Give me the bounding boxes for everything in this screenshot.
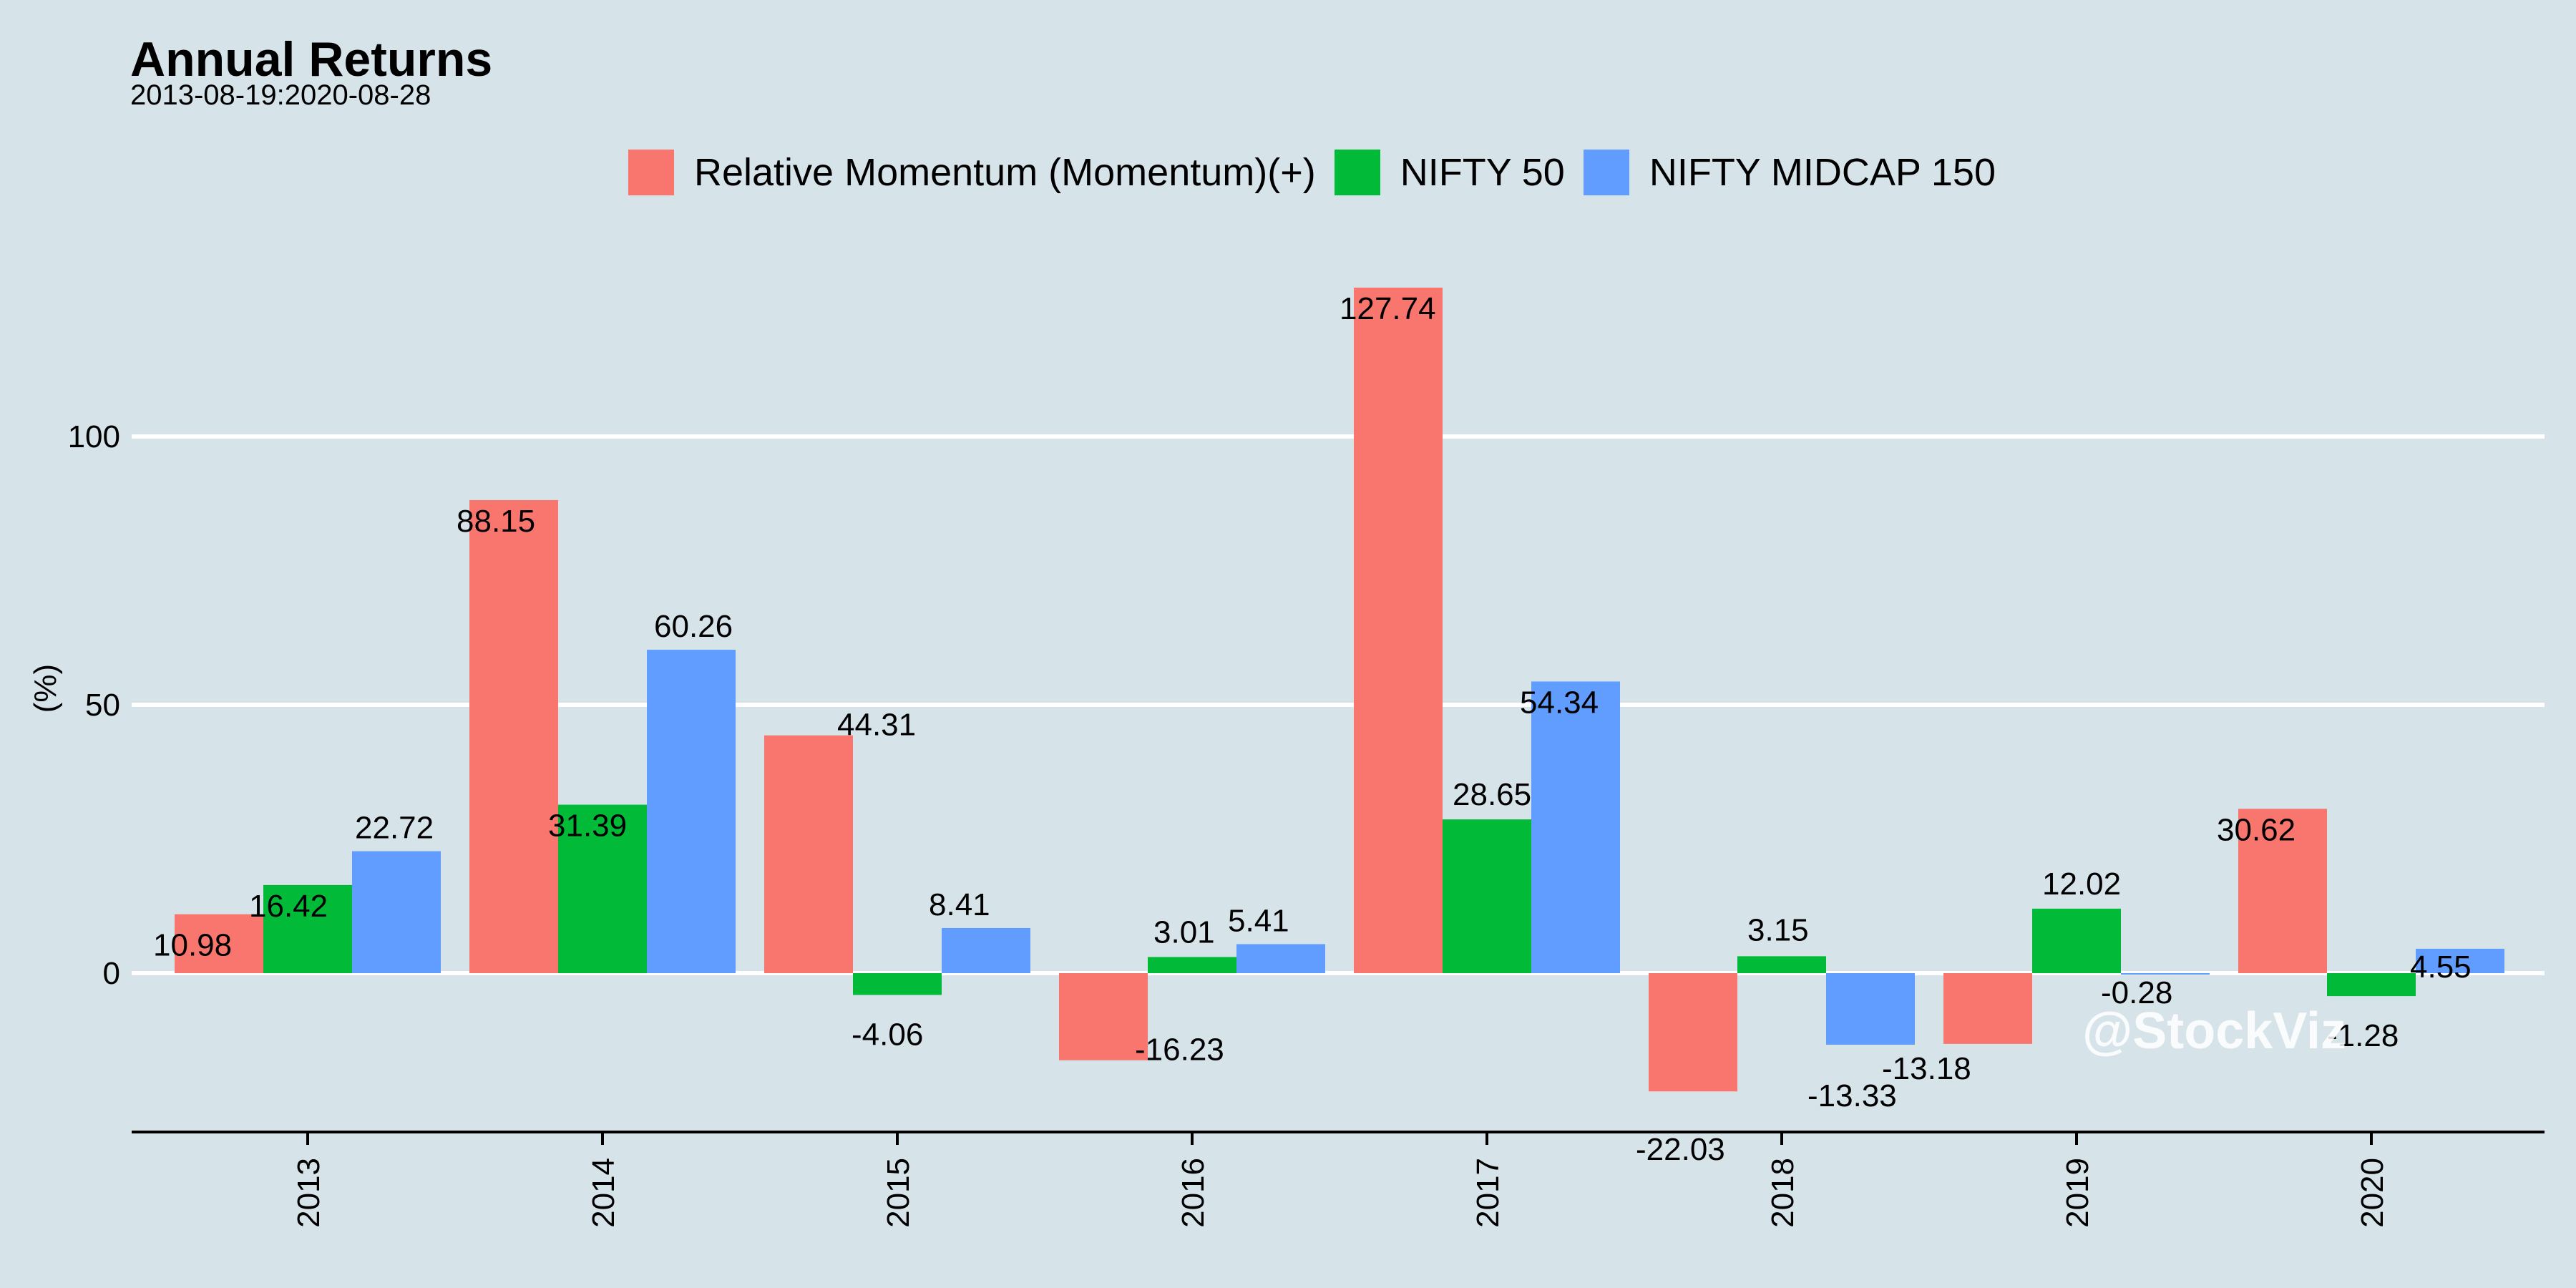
bar [1531, 681, 1620, 973]
bar [1443, 819, 1531, 973]
y-tick-label: 100 [68, 419, 120, 454]
x-tick-label: 2014 [586, 1158, 621, 1228]
bar [1236, 944, 1325, 973]
data-label: 31.39 [548, 809, 627, 844]
data-label: -4.06 [852, 1017, 923, 1052]
legend-item: Relative Momentum (Momentum)(+) [628, 150, 1316, 195]
x-tick-label: 2020 [2355, 1158, 2390, 1228]
data-label: 54.34 [1520, 685, 1599, 720]
bar [558, 804, 647, 973]
data-label: 30.62 [2217, 812, 2296, 847]
legend-item: NIFTY MIDCAP 150 [1583, 150, 1996, 195]
bar [853, 973, 942, 995]
data-label: -1.28 [2327, 1018, 2399, 1053]
data-label: -16.23 [1135, 1033, 1224, 1068]
data-label: 8.41 [929, 887, 990, 922]
data-label: 12.02 [2042, 867, 2121, 902]
data-label: 60.26 [654, 609, 733, 644]
bar [469, 499, 558, 973]
x-tick-label: 2013 [291, 1158, 326, 1228]
bar [1649, 973, 1737, 1092]
legend-label: Relative Momentum (Momentum)(+) [694, 151, 1316, 194]
legend-swatch [628, 150, 674, 195]
bar [1737, 956, 1826, 973]
data-label: 127.74 [1340, 291, 1436, 326]
y-tick-label: 50 [85, 688, 120, 723]
bar [1826, 973, 1915, 1045]
data-label: -22.03 [1636, 1132, 1725, 1167]
bar [2032, 908, 2121, 973]
bar [175, 914, 263, 973]
bar [1148, 957, 1236, 973]
legend-swatch [1334, 150, 1380, 195]
data-label: 10.98 [153, 928, 232, 963]
legend-swatch [1583, 150, 1629, 195]
y-axis-label: (%) [28, 664, 63, 713]
data-label: 44.31 [837, 708, 916, 743]
chart-subtitle: 2013-08-19:2020-08-28 [130, 79, 431, 111]
x-tick-label: 2019 [2060, 1158, 2095, 1228]
data-label: -13.33 [1807, 1078, 1897, 1113]
bar [1943, 973, 2032, 1044]
bar [352, 851, 441, 973]
data-label: 28.65 [1453, 777, 1531, 812]
data-label: -0.28 [2101, 975, 2172, 1010]
data-label: 3.15 [1747, 912, 1809, 947]
x-tick-label: 2018 [1765, 1158, 1800, 1228]
bar [2121, 973, 2210, 975]
legend-item: NIFTY 50 [1334, 150, 1565, 195]
data-label: 5.41 [1228, 903, 1289, 938]
data-label: -13.18 [1882, 1051, 1971, 1086]
bar [263, 884, 352, 973]
bar [1354, 287, 1443, 973]
legend: Relative Momentum (Momentum)(+) NIFTY 50… [628, 147, 2014, 197]
x-tick-label: 2015 [881, 1158, 916, 1228]
data-label: 4.55 [2410, 950, 2472, 985]
bar [2327, 973, 2416, 997]
legend-label: NIFTY 50 [1400, 151, 1565, 194]
data-label: 22.72 [355, 811, 434, 846]
bar [1059, 973, 1148, 1060]
bar [942, 927, 1030, 973]
data-label: 16.42 [249, 889, 328, 924]
bar [764, 735, 853, 973]
y-tick-label: 0 [103, 956, 120, 991]
bar [2238, 809, 2327, 973]
bar [2416, 948, 2504, 973]
data-label: 88.15 [457, 504, 535, 539]
data-label: 3.01 [1153, 914, 1215, 950]
x-tick-label: 2016 [1176, 1158, 1211, 1228]
x-tick-label: 2017 [1470, 1158, 1506, 1228]
chart-title: Annual Returns [130, 32, 493, 87]
watermark: @StockViz [2082, 1002, 2346, 1060]
bar [647, 650, 736, 973]
legend-label: NIFTY MIDCAP 150 [1649, 151, 1996, 194]
